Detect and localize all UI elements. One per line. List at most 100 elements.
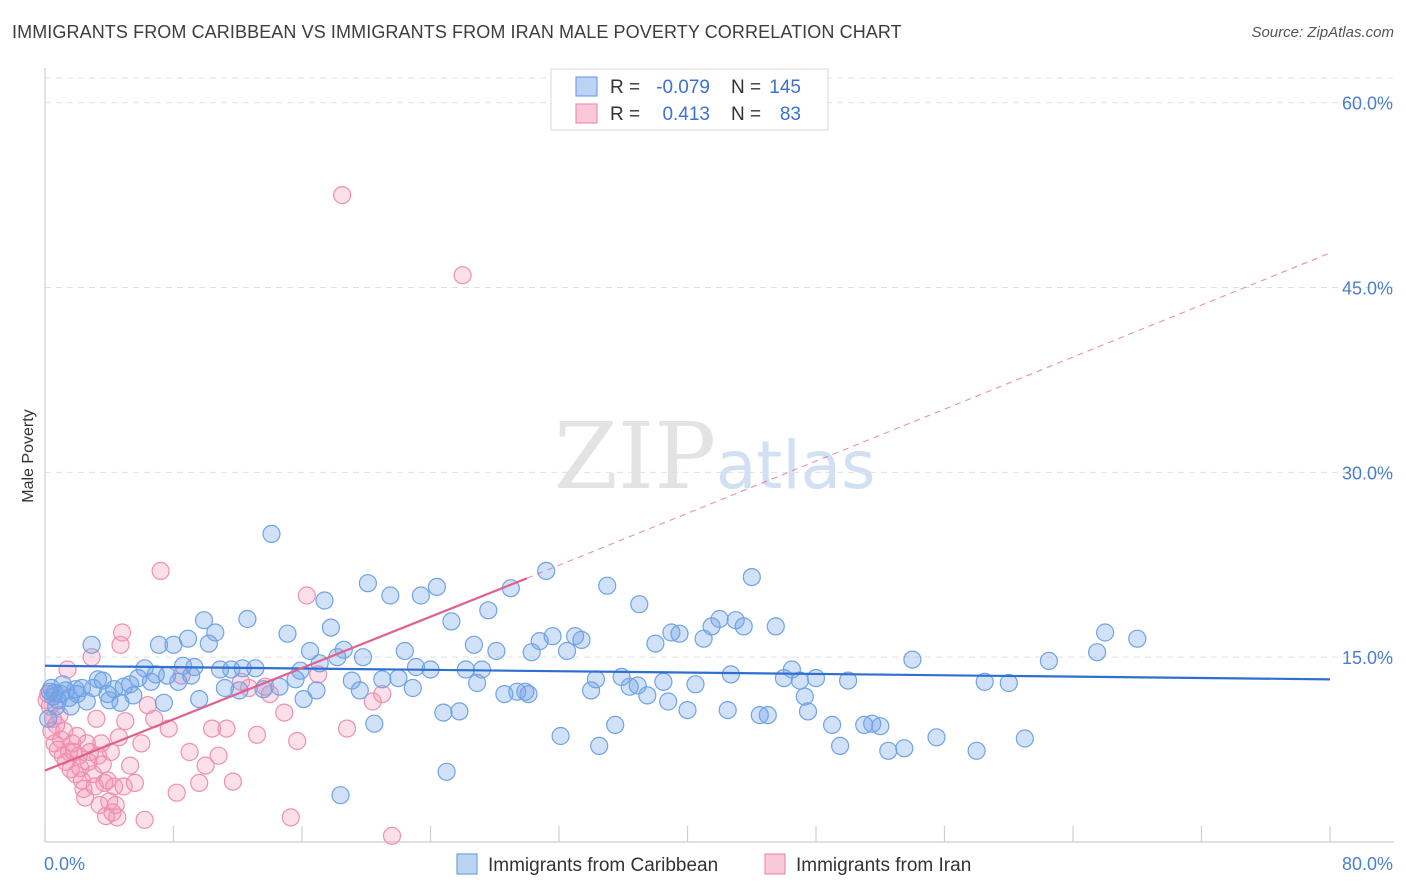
- y-tick-label: 30.0%: [1342, 463, 1393, 483]
- point-iran: [217, 719, 236, 738]
- legend-box: R = -0.079 N = 145 R = 0.413 N = 83: [550, 68, 829, 131]
- point-iran: [297, 586, 316, 605]
- point-iran: [382, 826, 402, 845]
- point-caribbean: [464, 635, 483, 654]
- point-iran: [196, 756, 215, 775]
- point-caribbean: [654, 672, 673, 691]
- point-caribbean: [194, 611, 214, 630]
- point-iran: [337, 719, 357, 738]
- watermark-zip: ZIP: [554, 403, 716, 510]
- point-caribbean: [100, 691, 119, 710]
- point-caribbean: [721, 665, 741, 684]
- bottom-legend-label-iran: Immigrants from Iran: [796, 855, 971, 876]
- point-caribbean: [1039, 651, 1059, 671]
- point-caribbean: [710, 609, 729, 629]
- point-iran: [247, 725, 267, 744]
- point-caribbean: [238, 609, 257, 629]
- point-caribbean: [395, 641, 414, 661]
- point-iran: [223, 772, 242, 791]
- point-iran: [135, 810, 154, 829]
- point-caribbean: [795, 687, 814, 706]
- point-caribbean: [437, 762, 456, 781]
- point-caribbean: [215, 678, 234, 698]
- watermark-atlas: atlas: [716, 427, 876, 504]
- point-caribbean: [294, 689, 313, 709]
- point-caribbean: [586, 670, 606, 689]
- legend-r-label-caribbean: R =: [610, 77, 640, 98]
- point-caribbean: [321, 618, 340, 637]
- point-iran: [373, 684, 392, 704]
- point-caribbean: [178, 629, 198, 648]
- point-caribbean: [42, 678, 61, 698]
- point-caribbean: [479, 601, 498, 620]
- point-caribbean: [190, 689, 209, 709]
- point-iran: [363, 692, 382, 711]
- point-iran: [167, 783, 186, 802]
- x-tick-label-max: 80.0%: [1342, 854, 1393, 874]
- point-caribbean: [468, 673, 487, 693]
- point-caribbean: [670, 624, 689, 643]
- point-caribbean: [519, 684, 538, 704]
- point-iran: [116, 712, 135, 731]
- x-tick-label-min: 0.0%: [44, 854, 85, 874]
- point-caribbean: [315, 591, 334, 610]
- point-iran: [121, 756, 140, 775]
- point-caribbean: [967, 741, 986, 760]
- point-iran: [281, 808, 300, 827]
- point-caribbean: [551, 726, 570, 746]
- legend-n-value-caribbean: 145: [769, 77, 801, 98]
- point-caribbean: [331, 786, 350, 805]
- point-caribbean: [487, 641, 506, 661]
- point-iran: [132, 734, 151, 753]
- point-caribbean: [590, 736, 609, 756]
- point-caribbean: [381, 586, 400, 605]
- point-caribbean: [199, 634, 218, 653]
- point-iran: [104, 777, 124, 796]
- bottom-legend: Immigrants from Caribbean Immigrants fro…: [456, 853, 971, 876]
- point-caribbean: [903, 650, 922, 669]
- legend-n-label-caribbean: N =: [731, 77, 761, 98]
- point-caribbean: [358, 574, 377, 593]
- point-iran: [180, 742, 199, 762]
- point-caribbean: [572, 630, 591, 650]
- point-caribbean: [77, 692, 96, 711]
- trend-line-iran-solid: [44, 577, 528, 772]
- point-caribbean: [300, 641, 320, 661]
- point-caribbean: [659, 692, 678, 711]
- point-caribbean: [442, 612, 461, 631]
- legend-swatch-caribbean: [575, 76, 598, 97]
- point-iran: [275, 703, 294, 722]
- point-caribbean: [879, 741, 898, 760]
- point-iran: [203, 719, 222, 738]
- point-caribbean: [718, 700, 737, 720]
- point-caribbean: [678, 700, 697, 720]
- point-caribbean: [734, 617, 753, 636]
- point-iran: [125, 773, 144, 793]
- point-caribbean: [98, 684, 117, 704]
- point-caribbean: [1095, 623, 1115, 642]
- point-caribbean: [82, 635, 101, 654]
- chart-title: IMMIGRANTS FROM CARIBBEAN VS IMMIGRANTS …: [12, 22, 902, 42]
- point-caribbean: [1087, 643, 1107, 662]
- point-caribbean: [278, 624, 297, 643]
- point-caribbean: [516, 682, 535, 701]
- point-caribbean: [373, 670, 392, 689]
- point-iran: [190, 773, 209, 793]
- point-caribbean: [47, 697, 66, 716]
- point-caribbean: [353, 648, 373, 667]
- point-caribbean: [66, 680, 85, 699]
- legend-swatch-iran: [575, 103, 598, 124]
- point-iran: [112, 623, 132, 642]
- point-caribbean: [88, 670, 108, 689]
- point-caribbean: [871, 717, 890, 736]
- legend-n-value-iran: 83: [780, 104, 801, 125]
- y-tick-label: 15.0%: [1342, 648, 1393, 668]
- point-caribbean: [646, 634, 665, 653]
- point-caribbean: [628, 676, 647, 695]
- point-caribbean: [149, 635, 169, 654]
- legend-r-value-iran: 0.413: [662, 104, 710, 125]
- point-caribbean: [581, 681, 601, 700]
- point-iran: [95, 773, 114, 793]
- point-caribbean: [154, 693, 173, 712]
- point-caribbean: [975, 672, 994, 691]
